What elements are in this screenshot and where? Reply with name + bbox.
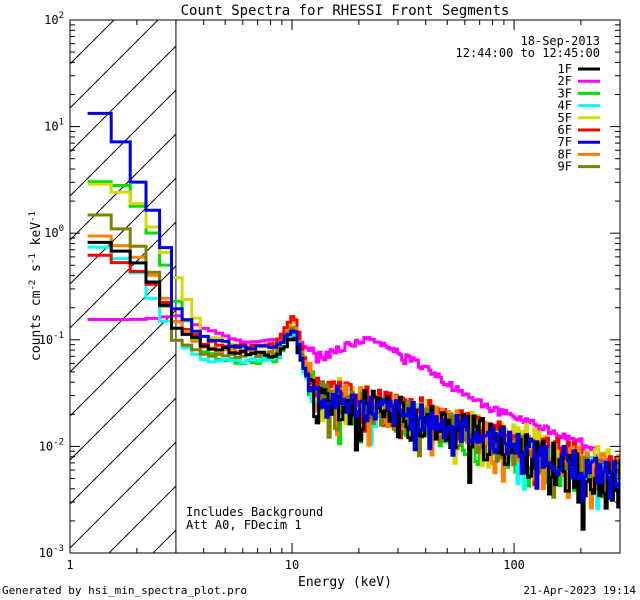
x-tick-label: 10: [285, 558, 299, 572]
y-tick-label: 10-2: [39, 437, 64, 453]
y-axis-ticks: 102 101 100 10-1 10-2 10-3: [39, 11, 620, 560]
series-line-7F: [87, 111, 620, 502]
hatch-line: [70, 265, 176, 373]
y-label-exp3: -1: [28, 211, 38, 222]
hatch-line: [70, 397, 176, 505]
hatch-line: [70, 20, 115, 65]
date-label: 18-Sep-2013: [521, 34, 600, 48]
y-tick-label: 100: [44, 224, 64, 240]
hatch-line: [70, 177, 176, 285]
y-tick-label: 102: [44, 11, 64, 27]
time-range-label: 12:44:00 to 12:45:00: [456, 46, 601, 60]
annotation-background: Includes Background: [186, 505, 323, 519]
hatch-line: [70, 20, 159, 109]
hatch-line: [70, 353, 176, 461]
footer-generated-by: Generated by hsi_min_spectra_plot.pro: [2, 584, 247, 597]
plot-frame: [69, 19, 621, 554]
hatched-region: [70, 20, 176, 553]
x-tick-label: 100: [503, 558, 525, 572]
legend-label-5F: 5F: [558, 111, 572, 125]
x-axis-ticks: 1 10 100: [66, 20, 621, 572]
series-line-9F: [87, 213, 620, 510]
legend-label-4F: 4F: [558, 99, 572, 113]
y-label-mid2: keV: [29, 222, 44, 253]
y-axis-label: counts cm-2 s-1 keV-1: [28, 211, 44, 361]
legend-label-7F: 7F: [558, 135, 572, 149]
hatch-line: [70, 45, 176, 153]
legend-label-8F: 8F: [558, 147, 572, 161]
y-label-base: counts cm: [29, 290, 44, 361]
footer-timestamp: 21-Apr-2023 19:14: [523, 584, 636, 597]
legend-label-6F: 6F: [558, 123, 572, 137]
legend-label-9F: 9F: [558, 160, 572, 174]
legend-label-1F: 1F: [558, 62, 572, 76]
y-tick-label: 10-1: [39, 331, 64, 347]
series-layer: [87, 111, 620, 531]
hatch-line: [70, 89, 176, 197]
chart-title: Count Spectra for RHESSI Front Segments: [181, 3, 510, 19]
x-axis-label: Energy (keV): [298, 575, 392, 590]
legend-label-2F: 2F: [558, 74, 572, 88]
y-label-mid1: s: [29, 264, 44, 280]
hatch-line: [70, 221, 176, 329]
y-tick-label: 10-3: [39, 544, 64, 560]
y-label-exp1: -2: [28, 280, 38, 291]
y-label-exp2: -1: [28, 253, 38, 264]
hatch-line: [70, 441, 176, 549]
y-tick-label: 101: [44, 118, 64, 134]
legend-label-3F: 3F: [558, 86, 572, 100]
series-line-1F: [87, 240, 620, 531]
annotation-attenuator: Att A0, FDecim 1: [186, 518, 302, 532]
x-tick-label: 1: [66, 558, 73, 572]
